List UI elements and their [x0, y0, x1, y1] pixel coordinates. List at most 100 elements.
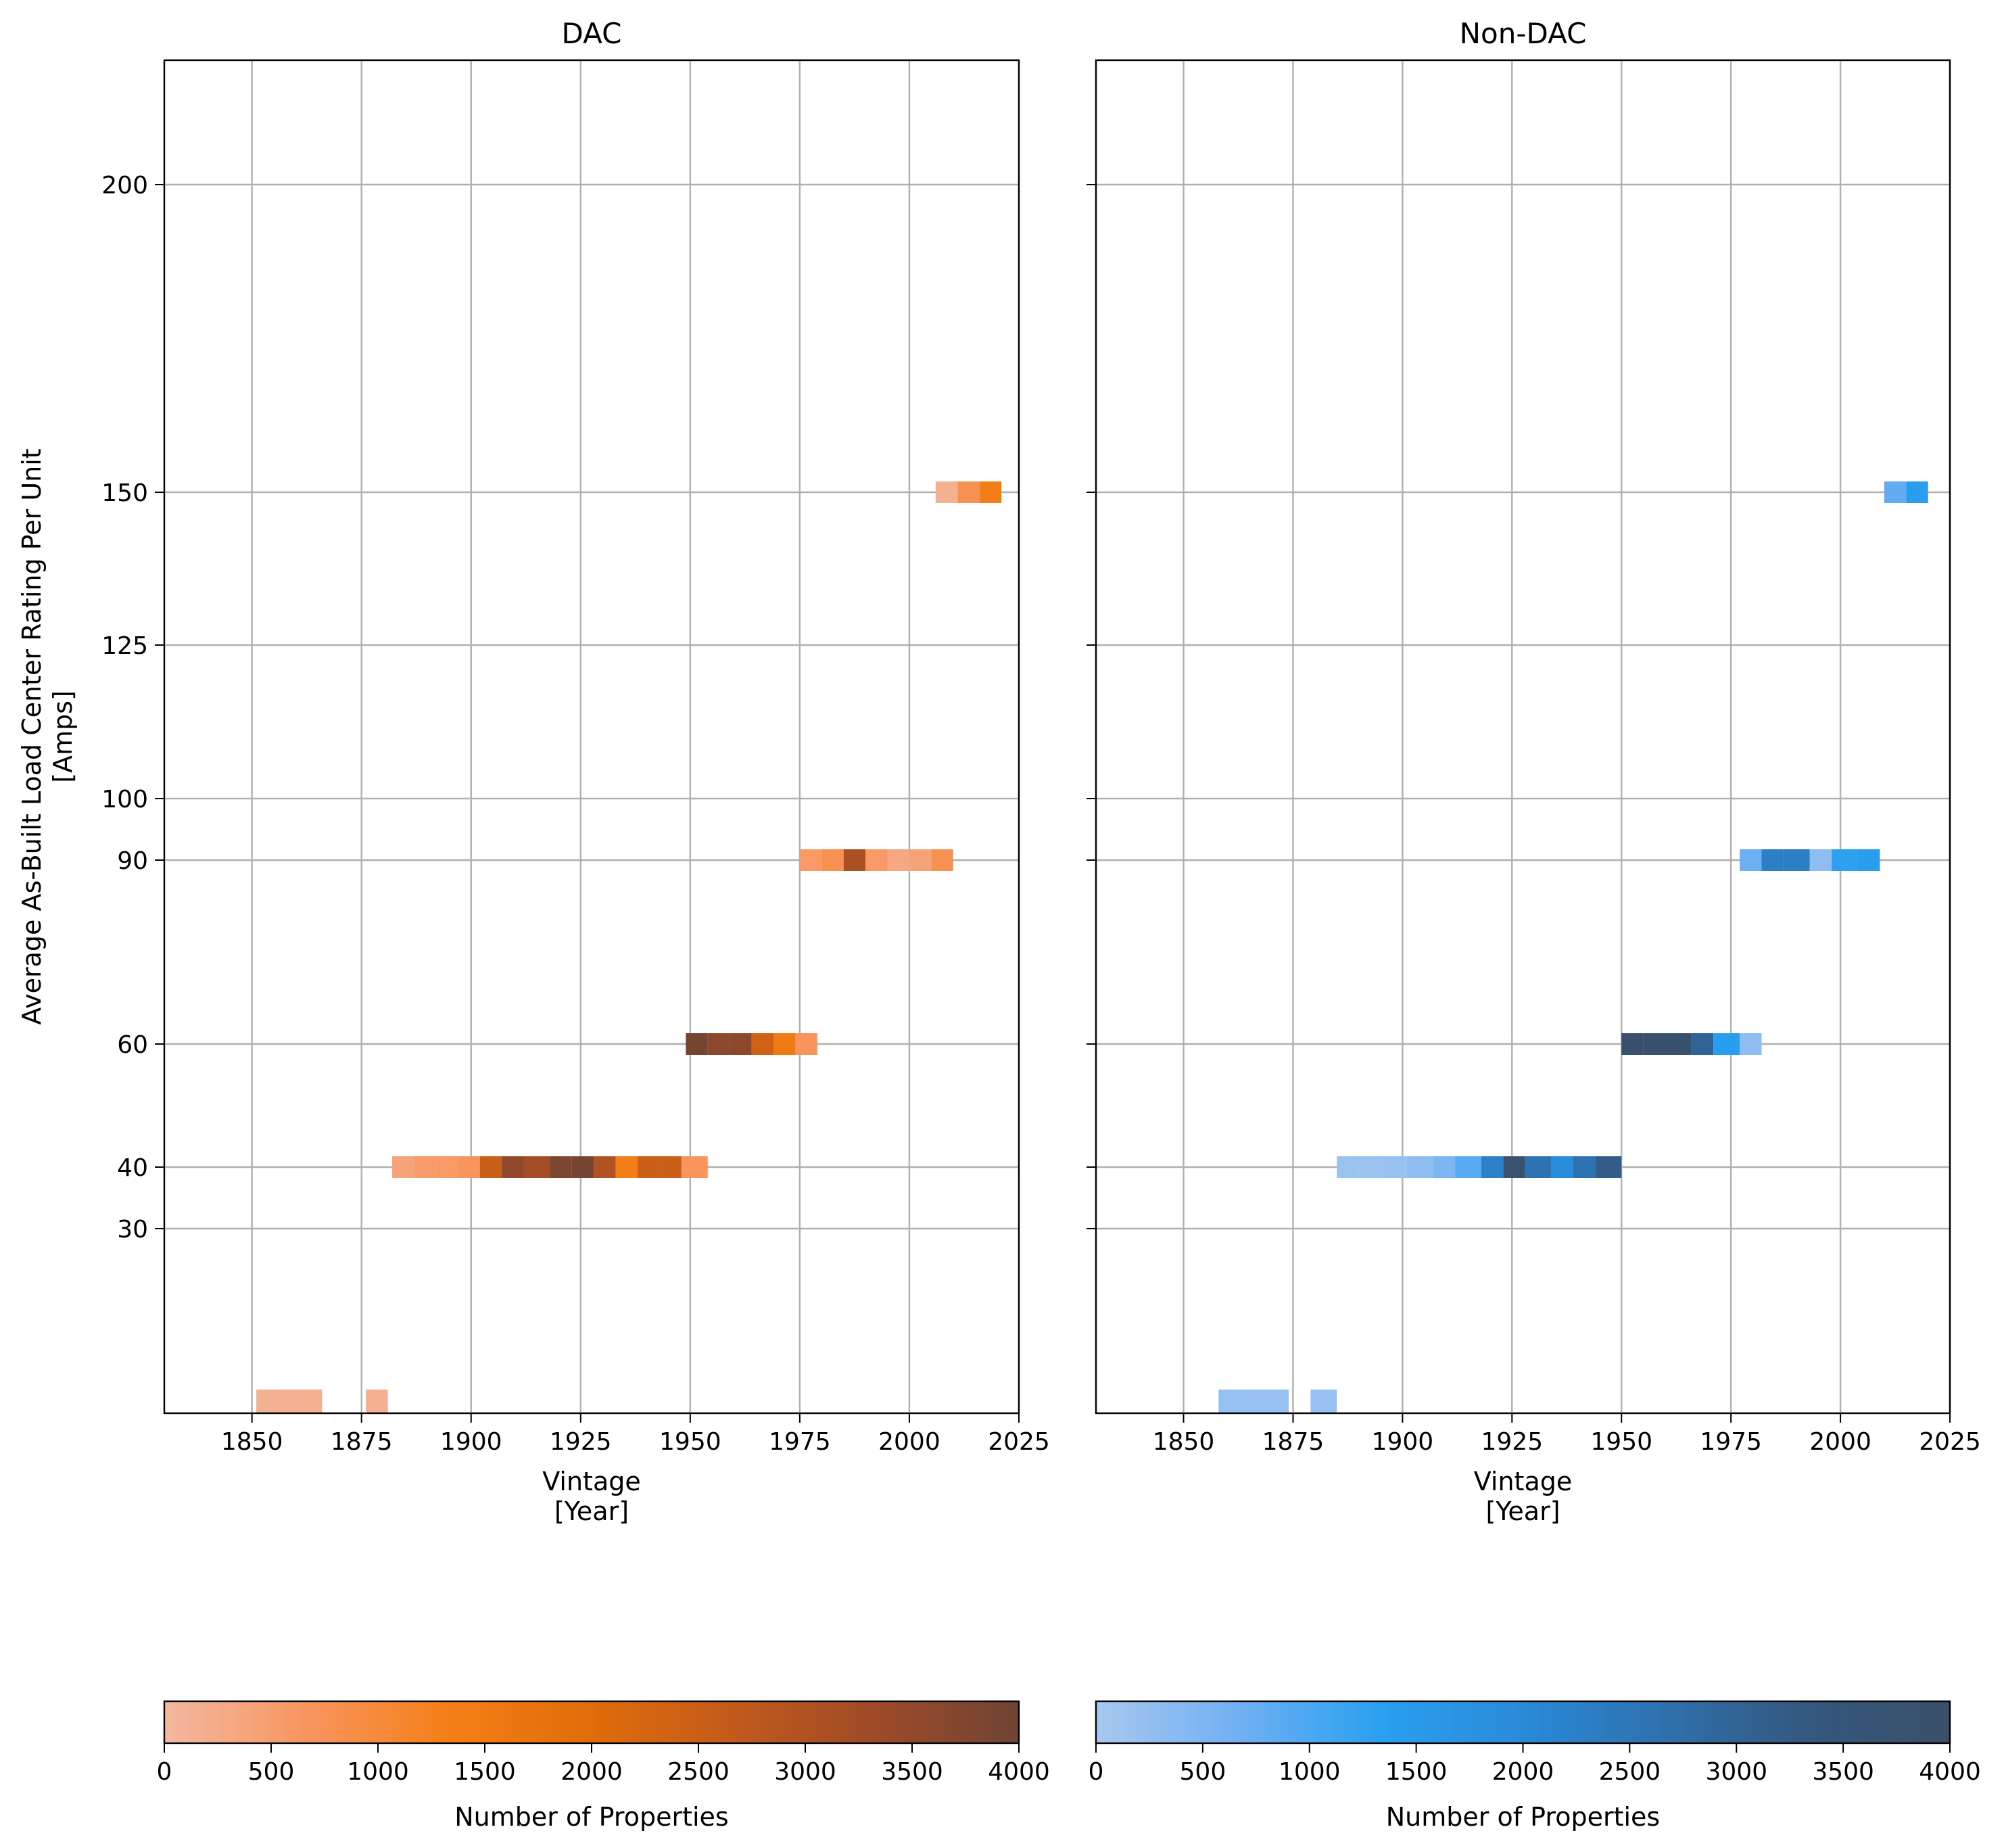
- y-tick-label: 200: [101, 172, 148, 199]
- colorbar-tick-label: 0: [157, 1758, 172, 1786]
- x-axis-label: Vintage: [1474, 1467, 1573, 1496]
- heatmap-cell: [795, 1033, 817, 1055]
- heatmap-cell: [1525, 1156, 1552, 1178]
- heatmap-cell: [1595, 1156, 1622, 1178]
- heatmap-cell: [458, 1156, 480, 1178]
- x-tick-label: 1975: [769, 1428, 831, 1456]
- heatmap-cell: [799, 849, 822, 871]
- heatmap-cell: [1884, 481, 1907, 503]
- colorbar-label: Number of Properties: [1386, 1802, 1660, 1832]
- y-tick-label: 150: [101, 479, 148, 507]
- heatmap-cell: [479, 1156, 502, 1178]
- colorbar: [1095, 1700, 1951, 1745]
- heatmap-cell: [865, 849, 888, 871]
- y-axis-label-line: [Amps]: [48, 690, 78, 783]
- x-tick-label: 1875: [331, 1428, 393, 1456]
- x-axis-label: [Year]: [554, 1496, 629, 1526]
- heatmap-cell: [887, 849, 909, 871]
- heatmap-cell: [1832, 849, 1858, 871]
- panel-title: Non-DAC: [1460, 17, 1587, 50]
- heatmap-cell: [1481, 1156, 1504, 1178]
- heatmap-cell: [979, 481, 1002, 503]
- y-tick-label: 40: [117, 1154, 148, 1182]
- colorbar-tick-label: 0: [1089, 1758, 1104, 1786]
- heatmap-cell: [1310, 1390, 1337, 1413]
- x-tick-label: 1850: [221, 1428, 283, 1456]
- y-tick-label: 60: [117, 1031, 148, 1059]
- colorbar-tick-label: 3000: [1705, 1758, 1767, 1786]
- colorbar-tick-label: 2500: [1599, 1758, 1661, 1786]
- panel-title: DAC: [562, 17, 622, 50]
- heatmap-cell: [1691, 1033, 1714, 1055]
- heatmap-cell: [1406, 1156, 1433, 1178]
- heatmap-cell: [1455, 1156, 1481, 1178]
- x-tick-label: 2025: [1919, 1428, 1981, 1456]
- colorbar-tick-label: 2500: [667, 1758, 730, 1786]
- x-tick-label: 1850: [1153, 1428, 1215, 1456]
- heatmap-cell: [931, 849, 953, 871]
- heatmap-cell: [1358, 1156, 1385, 1178]
- x-tick-label: 1900: [1372, 1428, 1434, 1456]
- heatmap-cell: [1713, 1033, 1740, 1055]
- plot-frame: [163, 59, 1020, 1415]
- x-tick-label: 1875: [1262, 1428, 1325, 1456]
- heatmap-cell: [502, 1156, 524, 1178]
- heatmap-cell: [256, 1390, 323, 1413]
- heatmap-cell: [1503, 1156, 1525, 1178]
- y-tick-label: 90: [117, 847, 148, 875]
- x-tick-label: 2000: [1809, 1428, 1871, 1456]
- heatmap-cell: [659, 1156, 682, 1178]
- colorbar-tick-label: 500: [248, 1758, 295, 1786]
- heatmap-cell: [935, 481, 958, 503]
- heatmap-cell: [1643, 1033, 1670, 1055]
- heatmap-cell: [550, 1156, 572, 1178]
- y-tick-label: 125: [101, 632, 148, 660]
- heatmap-cell: [571, 1156, 594, 1178]
- y-tick-label: 100: [101, 786, 148, 813]
- heatmap-cell: [638, 1156, 660, 1178]
- heatmap-cell: [1906, 481, 1928, 503]
- heatmap-cell: [730, 1033, 752, 1055]
- heatmap-cell: [1740, 1033, 1762, 1055]
- x-tick-label: 1900: [440, 1428, 502, 1456]
- colorbar-tick-label: 1500: [454, 1758, 516, 1786]
- heatmap-cell: [909, 849, 932, 871]
- heatmap-cell: [1551, 1156, 1573, 1178]
- heatmap-cell: [366, 1390, 388, 1413]
- y-tick-label: 30: [117, 1216, 148, 1243]
- colorbar-tick-label: 500: [1180, 1758, 1226, 1786]
- colorbar-label: Number of Properties: [454, 1802, 728, 1832]
- x-tick-label: 2000: [878, 1428, 940, 1456]
- heatmap-cell: [1337, 1156, 1359, 1178]
- colorbar-tick-label: 4000: [988, 1758, 1050, 1786]
- colorbar: [163, 1700, 1020, 1745]
- x-axis-label: Vintage: [542, 1467, 641, 1496]
- x-tick-label: 1950: [1590, 1428, 1652, 1456]
- heatmap-cell: [1621, 1033, 1644, 1055]
- heatmap-cell: [392, 1156, 414, 1178]
- heatmap-cell: [1573, 1156, 1596, 1178]
- panel-1: 1850 1875 1900 1925 1950 1975 2000 2025 Non-DAC V…: [1087, 17, 1981, 1832]
- colorbar-tick-label: 3000: [774, 1758, 836, 1786]
- heatmap-cell: [1385, 1156, 1407, 1178]
- colorbar-tick-label: 2000: [560, 1758, 623, 1786]
- colorbar-tick-label: 1000: [1279, 1758, 1341, 1786]
- heatmap-cell: [1433, 1156, 1456, 1178]
- heatmap-cell: [821, 849, 844, 871]
- heatmap-cell: [523, 1156, 550, 1178]
- heatmap-cell: [594, 1156, 616, 1178]
- heatmap-cell: [615, 1156, 638, 1178]
- heatmap-cell: [1809, 849, 1832, 871]
- colorbar-tick-label: 3500: [1812, 1758, 1874, 1786]
- x-tick-label: 1925: [1481, 1428, 1543, 1456]
- heatmap-cell: [957, 481, 980, 503]
- panel-0: 1850 1875 1900 1925 1950 1975 2000 202530406090…: [101, 17, 1050, 1832]
- x-tick-label: 2025: [988, 1428, 1050, 1456]
- x-tick-label: 1950: [659, 1428, 721, 1456]
- heatmap-cell: [1740, 849, 1762, 871]
- heatmap-cell: [1218, 1390, 1289, 1413]
- colorbar-tick-label: 4000: [1919, 1758, 1981, 1786]
- y-axis-label: Average As-Built Load Center Rating Per …: [17, 448, 78, 1024]
- heatmap-cell: [1761, 849, 1784, 871]
